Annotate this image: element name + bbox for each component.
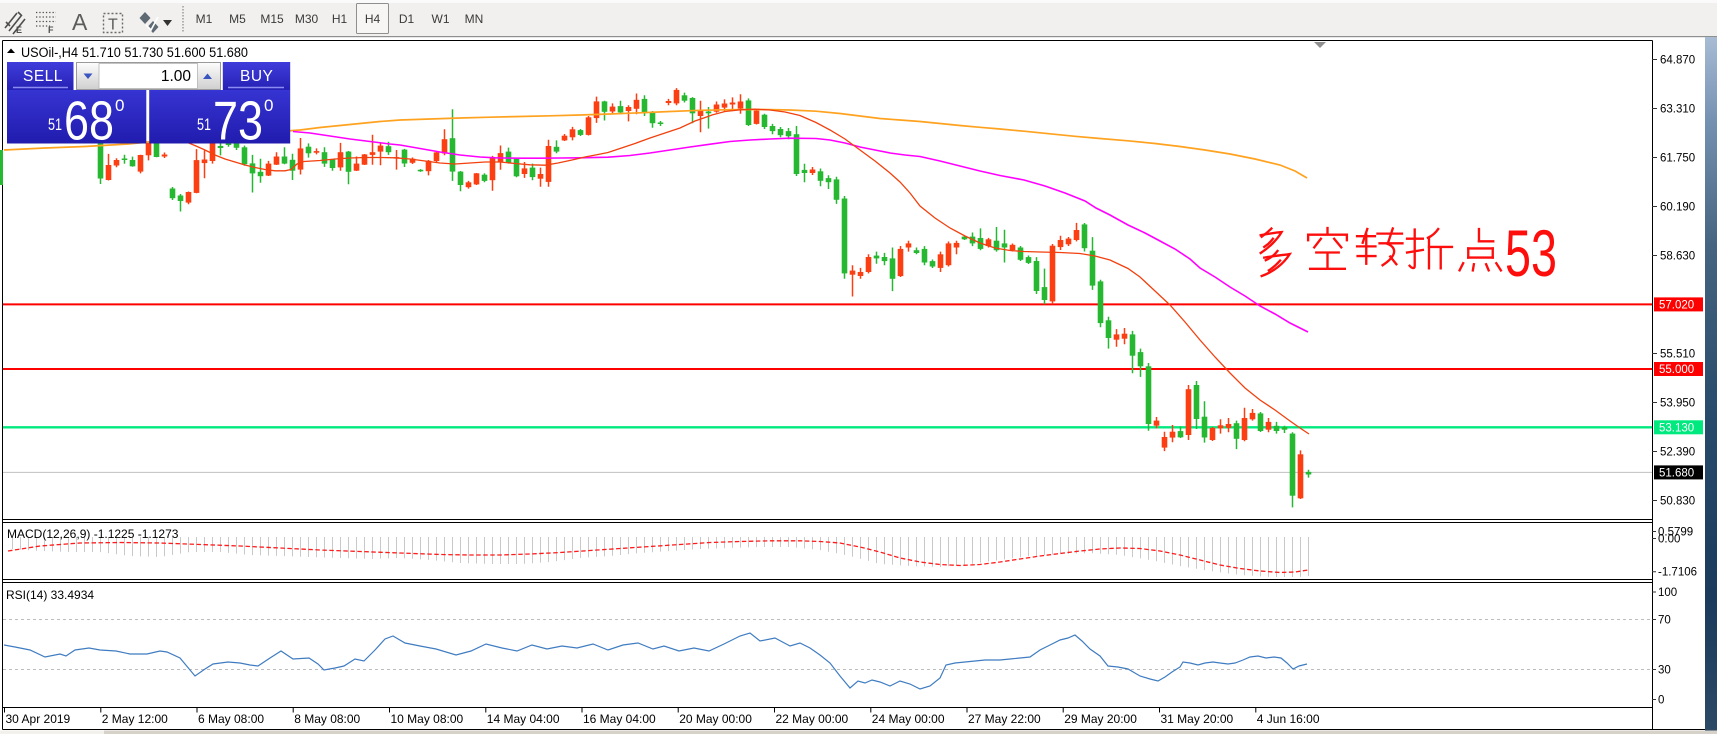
svg-text:14 May 04:00: 14 May 04:00 [487,712,560,726]
svg-text:53: 53 [1505,216,1557,290]
svg-text:D1: D1 [399,12,415,26]
svg-text:1.00: 1.00 [161,68,192,85]
svg-text:53.130: 53.130 [1659,423,1694,435]
svg-text:100: 100 [1658,587,1677,599]
svg-text:53.950: 53.950 [1660,398,1695,410]
svg-text:0.5799: 0.5799 [1658,527,1693,539]
svg-text:22 May 00:00: 22 May 00:00 [776,712,849,726]
svg-text:61.750: 61.750 [1660,153,1695,165]
svg-text:16 May 04:00: 16 May 04:00 [583,712,656,726]
svg-text:H4: H4 [365,12,381,26]
svg-text:E: E [16,25,22,35]
svg-text:4 Jun 16:00: 4 Jun 16:00 [1257,712,1320,726]
svg-text:24 May 00:00: 24 May 00:00 [872,712,945,726]
svg-text:MN: MN [465,12,484,26]
svg-text:73: 73 [213,90,263,152]
svg-text:50.830: 50.830 [1660,496,1695,508]
svg-text:0: 0 [1658,695,1664,707]
svg-text:W1: W1 [432,12,450,26]
svg-text:64.870: 64.870 [1660,55,1695,67]
svg-text:8 May 08:00: 8 May 08:00 [294,712,360,726]
svg-text:51: 51 [48,115,62,134]
svg-text:M5: M5 [229,12,246,26]
svg-text:51.710 51.730 51.600 51.680: 51.710 51.730 51.600 51.680 [82,45,248,60]
svg-text:30: 30 [1658,665,1671,677]
svg-text:USOil-,H4: USOil-,H4 [21,45,78,60]
svg-text:M15: M15 [260,12,284,26]
svg-text:58.630: 58.630 [1660,251,1695,263]
svg-text:H1: H1 [332,12,348,26]
svg-text:SELL: SELL [23,68,63,85]
svg-text:68: 68 [64,90,114,152]
svg-text:51: 51 [197,115,211,134]
svg-text:52.390: 52.390 [1660,447,1695,459]
svg-text:0: 0 [264,96,273,115]
svg-text:M1: M1 [196,12,213,26]
svg-text:27 May 22:00: 27 May 22:00 [968,712,1041,726]
svg-text:0.00: 0.00 [1658,534,1680,546]
svg-text:70: 70 [1658,615,1671,627]
svg-text:31 May 20:00: 31 May 20:00 [1161,712,1234,726]
svg-text:F: F [48,25,54,35]
svg-text:A: A [72,9,88,35]
svg-text:MACD(12,26,9) -1.1225 -1.1273: MACD(12,26,9) -1.1225 -1.1273 [7,527,179,541]
svg-text:29 May 20:00: 29 May 20:00 [1064,712,1137,726]
svg-text:63.310: 63.310 [1660,104,1695,116]
svg-text:BUY: BUY [240,68,273,85]
svg-text:T: T [108,17,118,34]
svg-text:20 May 00:00: 20 May 00:00 [679,712,752,726]
svg-text:10 May 08:00: 10 May 08:00 [391,712,464,726]
svg-text:51.680: 51.680 [1659,468,1694,480]
svg-text:0: 0 [115,96,124,115]
svg-text:M30: M30 [295,12,319,26]
svg-text:RSI(14) 33.4934: RSI(14) 33.4934 [6,588,94,602]
svg-text:30 Apr 2019: 30 Apr 2019 [6,712,71,726]
svg-text:60.190: 60.190 [1660,202,1695,214]
svg-text:55.000: 55.000 [1659,364,1694,376]
svg-text:57.020: 57.020 [1659,300,1694,312]
svg-text:55.510: 55.510 [1660,349,1695,361]
svg-text:-1.7106: -1.7106 [1658,567,1697,579]
svg-text:6 May 08:00: 6 May 08:00 [198,712,264,726]
svg-text:2 May 12:00: 2 May 12:00 [102,712,168,726]
